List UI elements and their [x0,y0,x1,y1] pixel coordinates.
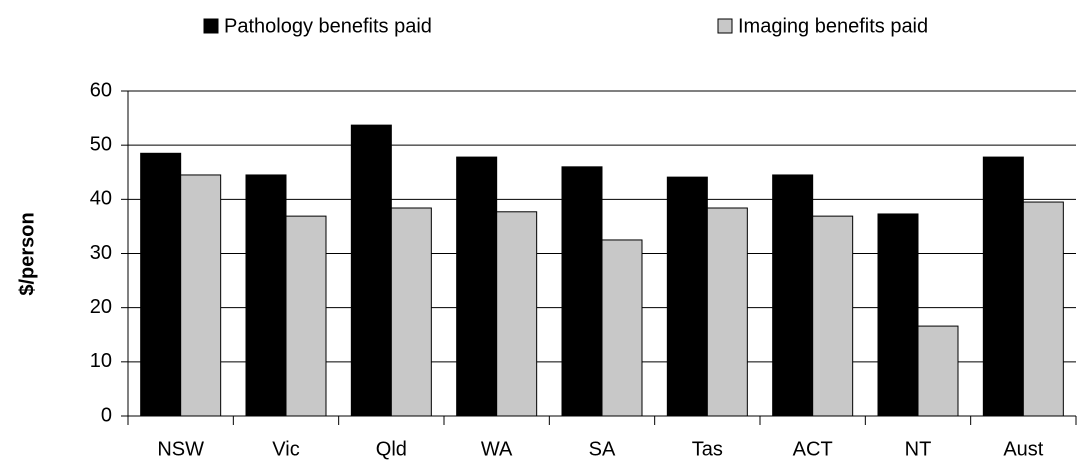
x-tick-label: NT [905,438,932,460]
x-tick-label: SA [589,438,616,460]
x-tick-label: Vic [272,438,299,460]
y-tick-label: 50 [90,133,112,155]
x-tick-label: Tas [692,438,723,460]
bar [140,152,182,417]
y-tick-label: 20 [90,296,112,318]
x-tick-label: WA [481,438,513,460]
bar [390,207,432,417]
x-tick-label: Aust [1003,438,1043,460]
bar [245,174,287,417]
y-tick-label: 10 [90,350,112,372]
bar [350,124,392,417]
bar [456,156,498,417]
y-tick-label: 40 [90,188,112,210]
y-tick-label: 30 [90,242,112,264]
bar [496,211,538,417]
legend-swatch [717,18,733,34]
legend-swatch [203,18,219,34]
bar [180,174,222,417]
bar [982,156,1024,417]
bar [917,325,959,417]
bar [1022,201,1064,417]
y-tick-label: 60 [90,79,112,101]
x-tick-label: Qld [376,438,407,460]
bar [601,239,643,417]
bar [877,213,919,417]
bar [772,174,814,417]
x-tick-label: ACT [793,438,833,460]
bar [285,215,327,417]
x-tick-label: NSW [157,438,204,460]
legend-label: Imaging benefits paid [738,15,928,37]
bar [561,166,603,417]
legend-label: Pathology benefits paid [224,15,432,37]
bar [812,215,854,417]
bar [666,176,708,417]
y-tick-label: 0 [101,404,112,426]
y-axis-label: $/person [16,212,38,295]
bar [706,207,748,417]
